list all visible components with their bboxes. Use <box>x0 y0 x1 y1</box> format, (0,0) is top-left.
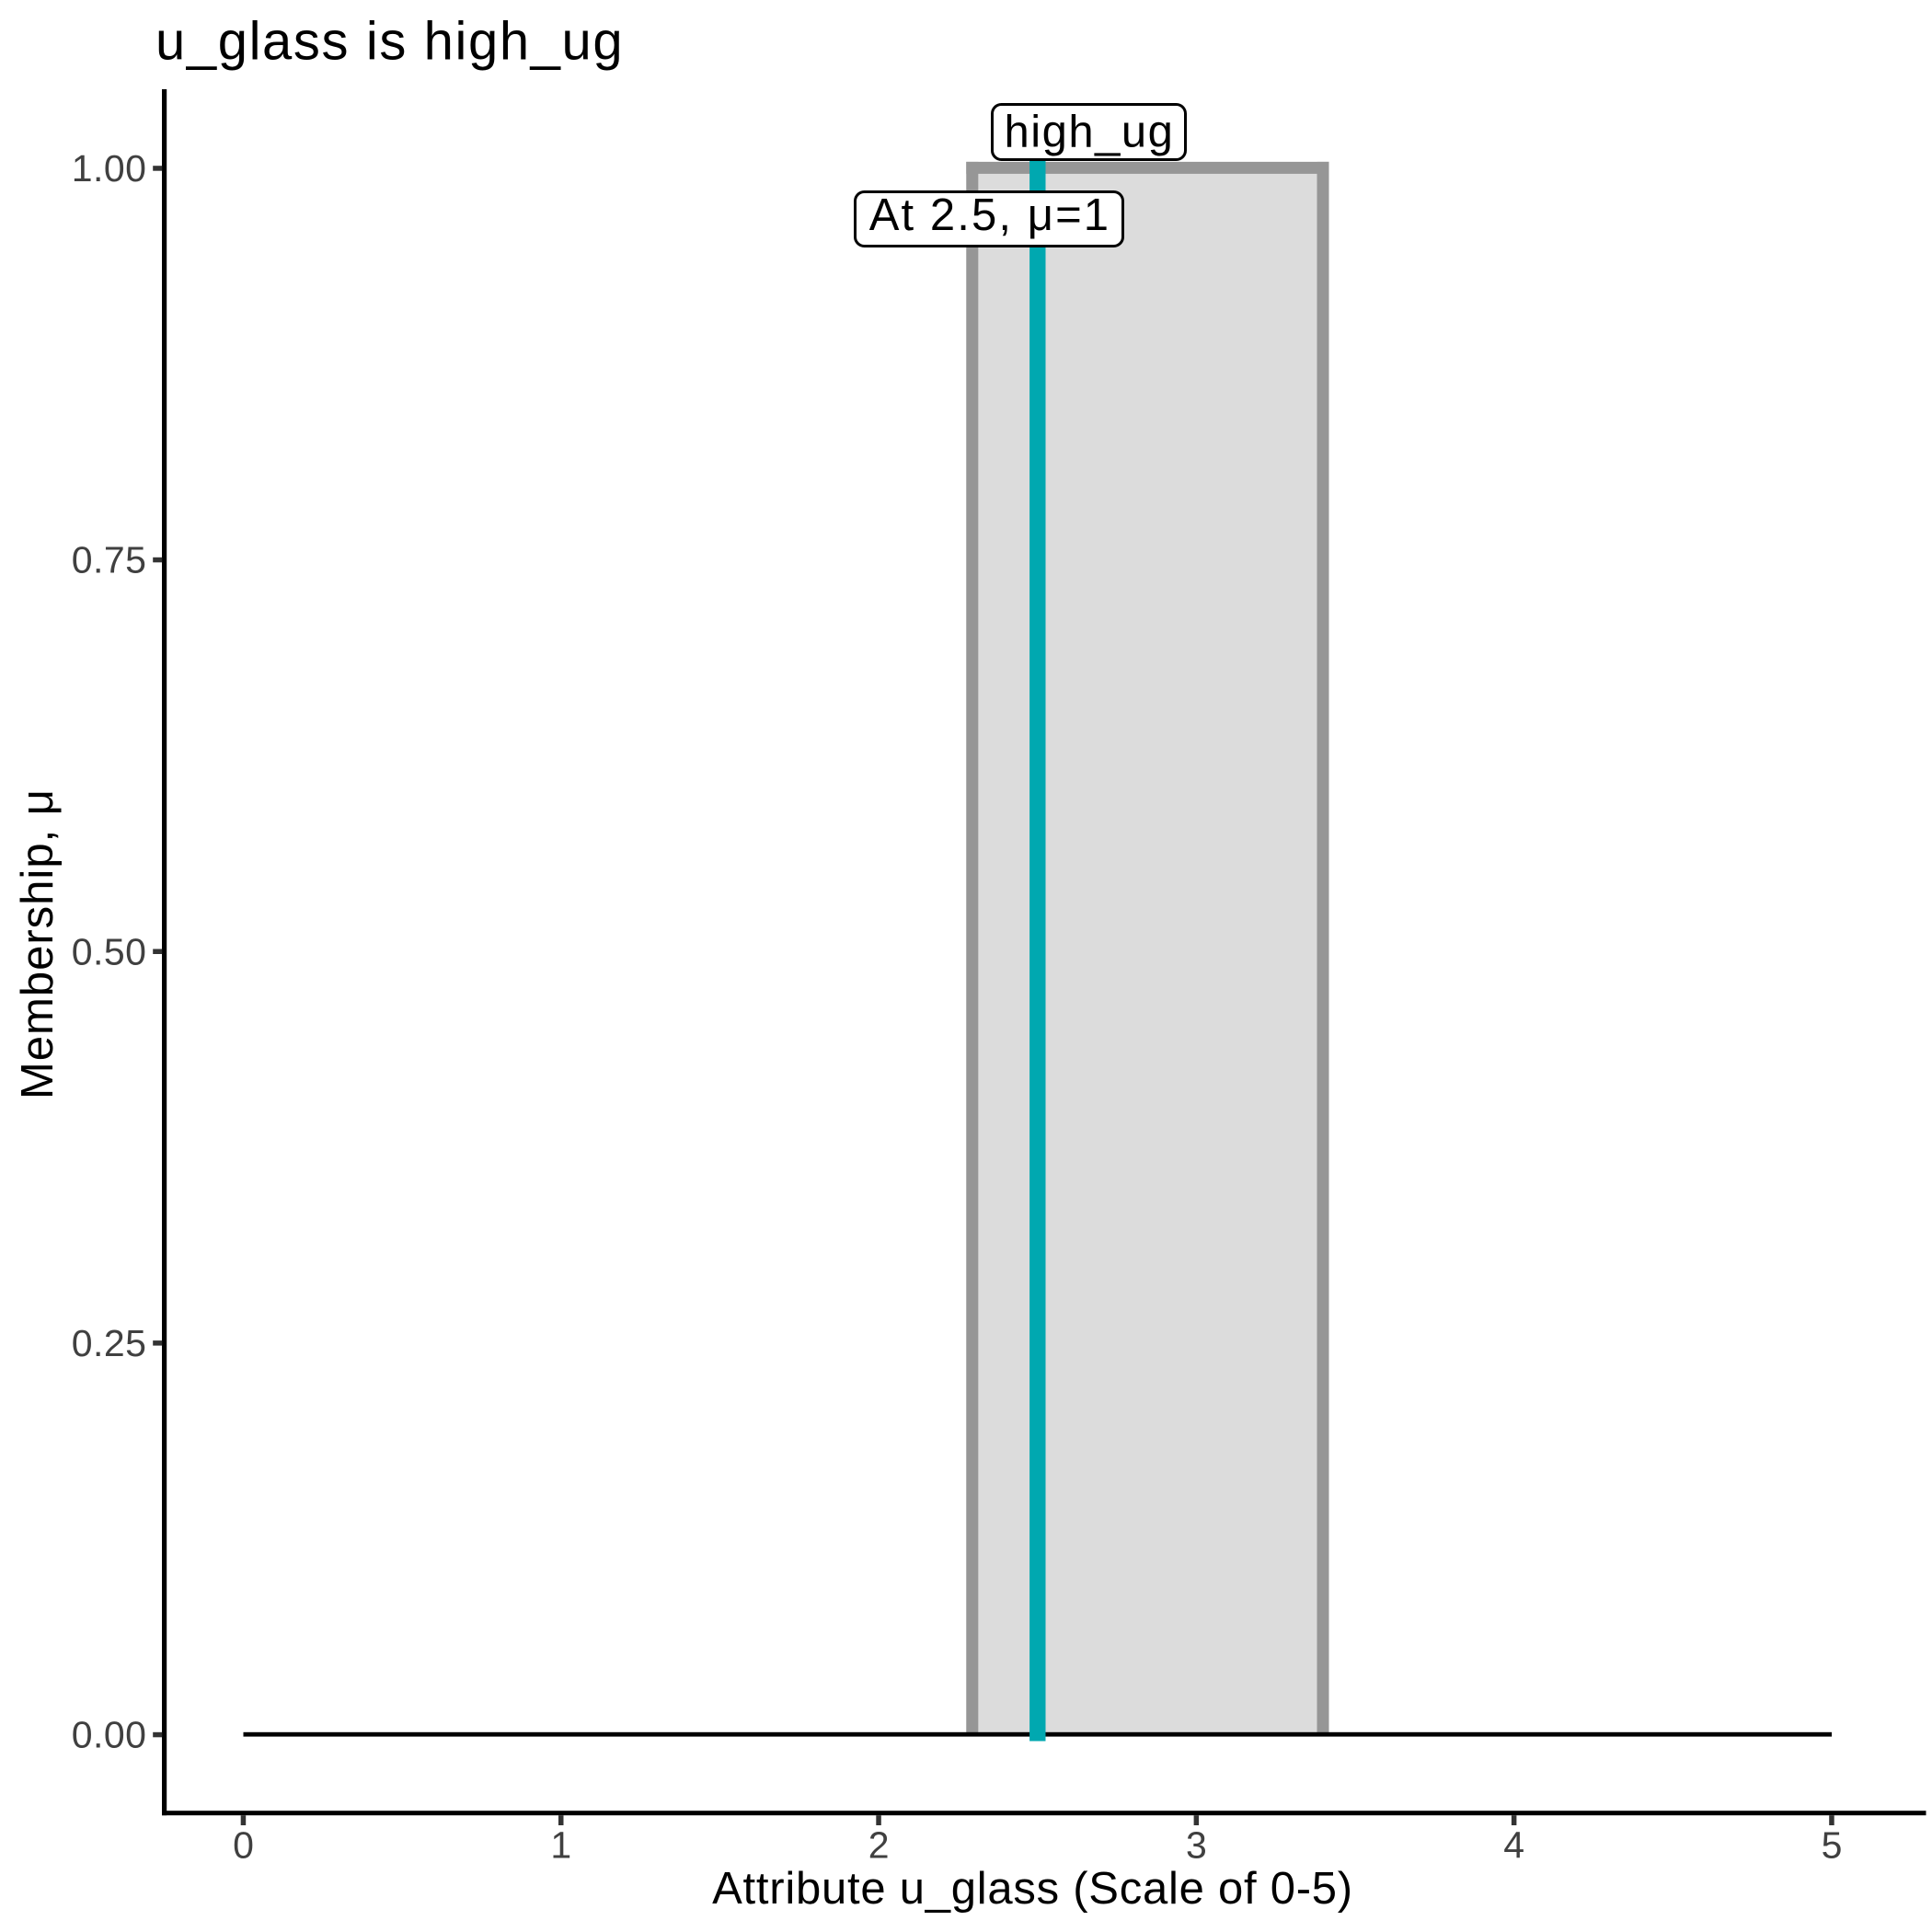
svg-text:0.75: 0.75 <box>72 539 147 581</box>
svg-text:0.00: 0.00 <box>72 1714 147 1756</box>
svg-text:2: 2 <box>868 1824 890 1867</box>
svg-text:0.50: 0.50 <box>72 930 147 972</box>
svg-text:1: 1 <box>550 1824 571 1867</box>
svg-text:high_ug: high_ug <box>1005 108 1175 157</box>
svg-text:At 2.5, μ=1: At 2.5, μ=1 <box>869 190 1110 240</box>
svg-text:Membership, μ: Membership, μ <box>13 788 63 1099</box>
svg-text:4: 4 <box>1503 1824 1524 1867</box>
svg-text:Attribute u_glass (Scale of 0-: Attribute u_glass (Scale of 0-5) <box>712 1864 1353 1914</box>
svg-text:3: 3 <box>1186 1824 1207 1867</box>
svg-text:5: 5 <box>1822 1824 1843 1867</box>
svg-text:0.25: 0.25 <box>72 1322 147 1364</box>
svg-text:0: 0 <box>233 1824 254 1867</box>
svg-text:u_glass is high_ug: u_glass is high_ug <box>155 11 624 71</box>
svg-text:1.00: 1.00 <box>72 147 147 190</box>
